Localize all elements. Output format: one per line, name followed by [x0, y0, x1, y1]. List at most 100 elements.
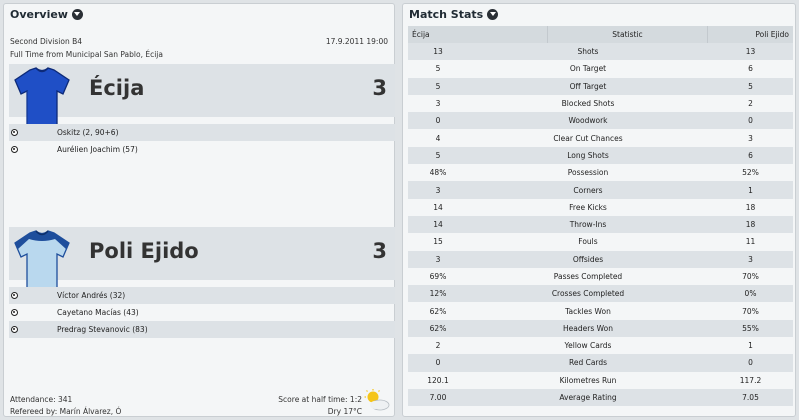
- statistic-name: Woodwork: [568, 116, 608, 126]
- away-value: 1: [748, 341, 753, 351]
- overview-panel: Overview Second Division B4 17.9.2011 19…: [3, 3, 395, 417]
- away-value: 70%: [742, 306, 759, 316]
- away-value: 3: [748, 133, 753, 143]
- scorer-name[interactable]: Aurélien Joachim (57): [57, 145, 138, 154]
- table-row: 69% Passes Completed 70%: [408, 268, 793, 285]
- table-row: 120.1 Kilometres Run 117.2: [408, 372, 793, 389]
- home-value: 3: [435, 99, 441, 109]
- statistic-name: Blocked Shots: [561, 99, 615, 109]
- referee[interactable]: Refereed by: Marín Álvarez, Ó: [10, 407, 122, 416]
- away-value: 11: [745, 237, 756, 247]
- away-value: 3: [748, 254, 753, 264]
- home-value: 7.00: [429, 393, 447, 403]
- home-value: 14: [433, 202, 443, 212]
- match-stats-title: Match Stats: [409, 7, 484, 21]
- away-value: 18: [745, 220, 756, 230]
- statistic-name: Tackles Won: [565, 306, 611, 316]
- statistic-name: Headers Won: [563, 323, 613, 333]
- home-value: 5: [435, 81, 441, 91]
- match-stats-panel: Match Stats Écija Statistic Poli Ejido 1…: [402, 3, 796, 417]
- dropdown-arrow-icon[interactable]: [71, 8, 83, 20]
- stats-header-row: Écija Statistic Poli Ejido: [408, 26, 793, 43]
- overview-header[interactable]: Overview: [4, 4, 394, 24]
- home-value: 5: [435, 150, 441, 160]
- scorer-name[interactable]: Oskitz (2, 90+6): [57, 128, 119, 137]
- col-header-statistic[interactable]: Statistic: [548, 26, 708, 43]
- overview-title: Overview: [10, 7, 68, 21]
- scorer-name[interactable]: Cayetano Macías (43): [57, 308, 139, 317]
- statistic-name: Passes Completed: [553, 272, 623, 281]
- home-value: 5: [435, 64, 441, 74]
- away-scorer-row: Cayetano Macías (43): [9, 304, 395, 321]
- statistic-name: Possession: [567, 168, 609, 178]
- home-value: 48%: [429, 168, 447, 178]
- home-team-score: 3: [372, 76, 387, 100]
- halftime-score: Score at half time: 1:2: [278, 395, 362, 404]
- table-row: 4 Clear Cut Chances 3: [408, 129, 793, 146]
- home-value: 0: [435, 116, 441, 126]
- statistic-name: Crosses Completed: [551, 289, 625, 299]
- home-value: 12%: [429, 289, 447, 299]
- table-row: 14 Throw-Ins 18: [408, 215, 793, 234]
- away-value: 2: [748, 99, 753, 109]
- col-header-away[interactable]: Poli Ejido: [755, 30, 789, 39]
- statistic-name: Long Shots: [567, 150, 609, 160]
- away-value: 0: [748, 116, 753, 126]
- division-label[interactable]: Second Division B4: [10, 37, 83, 46]
- home-team-name[interactable]: Écija: [89, 76, 145, 100]
- table-row: 5 Off Target 5: [408, 77, 793, 95]
- attendance: Attendance: 341: [10, 395, 73, 404]
- statistic-name: Shots: [577, 47, 599, 57]
- home-scorer-row: Aurélien Joachim (57): [9, 141, 395, 158]
- goal-ball-icon: [11, 129, 18, 136]
- match-date: 17.9.2011 19:00: [325, 37, 388, 46]
- table-row: 62% Tackles Won 70%: [408, 302, 793, 319]
- home-value: 4: [435, 133, 441, 143]
- table-row: 3 Blocked Shots 2: [408, 95, 793, 112]
- table-row: 3 Corners 1: [408, 181, 793, 199]
- home-value: 62%: [429, 306, 447, 316]
- table-row: 2 Yellow Cards 1: [408, 337, 793, 354]
- home-team-block: Écija 3: [9, 64, 395, 127]
- table-row: 13 Shots 13: [408, 43, 793, 61]
- scorer-name[interactable]: Predrag Stevanovic (83): [57, 325, 148, 334]
- home-value: 3: [435, 254, 441, 264]
- away-team-score: 3: [372, 239, 387, 263]
- away-value: 13: [745, 47, 756, 57]
- weather: Dry 17°C: [327, 407, 362, 416]
- away-team-name[interactable]: Poli Ejido: [89, 239, 199, 263]
- stats-body: 13 Shots 13 5 On Target 6 5 Off Target 5 3 Blocked…: [408, 43, 793, 407]
- table-row: 15 Fouls 11: [408, 233, 793, 250]
- stats-table: Écija Statistic Poli Ejido 13 Shots 13 5 On …: [408, 26, 793, 407]
- goal-ball-icon: [11, 326, 18, 333]
- home-value: 2: [435, 341, 441, 351]
- scorer-name[interactable]: Víctor Andrés (32): [57, 291, 126, 300]
- table-row: 48% Possession 52%: [408, 164, 793, 181]
- home-value: 13: [433, 47, 443, 57]
- table-row: 62% Headers Won 55%: [408, 319, 793, 338]
- away-value: 0: [748, 358, 753, 368]
- dropdown-arrow-icon[interactable]: [487, 8, 499, 20]
- col-header-home[interactable]: Écija: [408, 26, 548, 43]
- away-value: 5: [748, 81, 753, 91]
- home-value: 69%: [429, 272, 447, 281]
- home-shirt-icon: [14, 67, 70, 127]
- goal-ball-icon: [11, 309, 18, 316]
- statistic-name: Fouls: [578, 237, 598, 247]
- away-value: 52%: [742, 168, 759, 178]
- statistic-name: Average Rating: [559, 393, 617, 403]
- home-value: 0: [435, 358, 441, 368]
- match-meta: Second Division B4 17.9.2011 19:00: [10, 37, 388, 46]
- home-value: 14: [433, 220, 443, 230]
- table-row: 3 Offsides 3: [408, 250, 793, 268]
- statistic-name: Kilometres Run: [559, 375, 617, 385]
- table-row: 0 Red Cards 0: [408, 354, 793, 372]
- match-stats-header[interactable]: Match Stats: [403, 4, 795, 24]
- statistic-name: Red Cards: [568, 358, 608, 368]
- away-scorer-row: Predrag Stevanovic (83): [9, 321, 395, 338]
- away-value: 18: [745, 202, 756, 212]
- table-row: 5 Long Shots 6: [408, 146, 793, 165]
- table-row: 14 Free Kicks 18: [408, 199, 793, 216]
- away-value: 0%: [744, 289, 757, 299]
- table-row: 5 On Target 6: [408, 60, 793, 77]
